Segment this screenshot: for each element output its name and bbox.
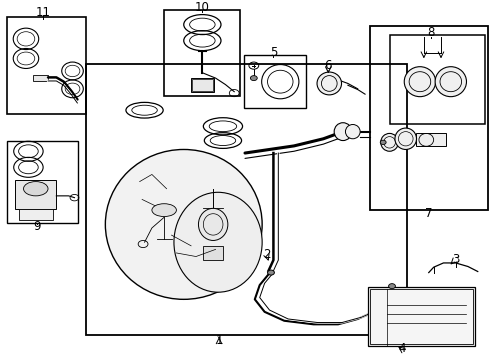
Ellipse shape [105, 149, 262, 299]
Bar [368, 287, 475, 346]
Text: 10: 10 [195, 1, 210, 14]
Text: 8: 8 [427, 26, 435, 39]
Ellipse shape [381, 134, 398, 151]
Ellipse shape [198, 208, 228, 240]
Bar [19, 210, 53, 220]
Text: 3: 3 [452, 253, 460, 266]
Bar [15, 180, 56, 210]
Bar [203, 246, 223, 260]
Ellipse shape [345, 125, 360, 139]
Circle shape [250, 76, 257, 81]
Bar [33, 75, 48, 81]
Text: 4: 4 [398, 342, 406, 355]
Bar [86, 64, 407, 335]
Text: 7: 7 [425, 207, 433, 220]
Circle shape [268, 270, 274, 275]
Text: 9: 9 [33, 220, 41, 233]
Bar [390, 35, 485, 125]
Bar [7, 17, 86, 114]
Bar [164, 10, 240, 96]
Text: 11: 11 [36, 6, 50, 19]
Circle shape [380, 140, 386, 144]
Ellipse shape [435, 67, 466, 97]
Text: 5: 5 [270, 46, 277, 59]
Bar [244, 55, 306, 108]
Ellipse shape [317, 72, 342, 95]
Ellipse shape [334, 123, 352, 140]
Bar [416, 134, 446, 146]
Ellipse shape [404, 67, 436, 97]
Bar [191, 78, 214, 92]
Bar [370, 26, 488, 210]
Bar [7, 140, 78, 222]
Ellipse shape [152, 204, 176, 217]
Bar [192, 79, 213, 91]
Ellipse shape [174, 192, 262, 292]
Text: 2: 2 [263, 248, 271, 261]
Ellipse shape [24, 181, 48, 196]
Circle shape [389, 284, 395, 289]
Bar [370, 289, 473, 344]
Text: 6: 6 [324, 59, 332, 72]
Text: 1: 1 [215, 334, 223, 347]
Ellipse shape [395, 128, 416, 149]
